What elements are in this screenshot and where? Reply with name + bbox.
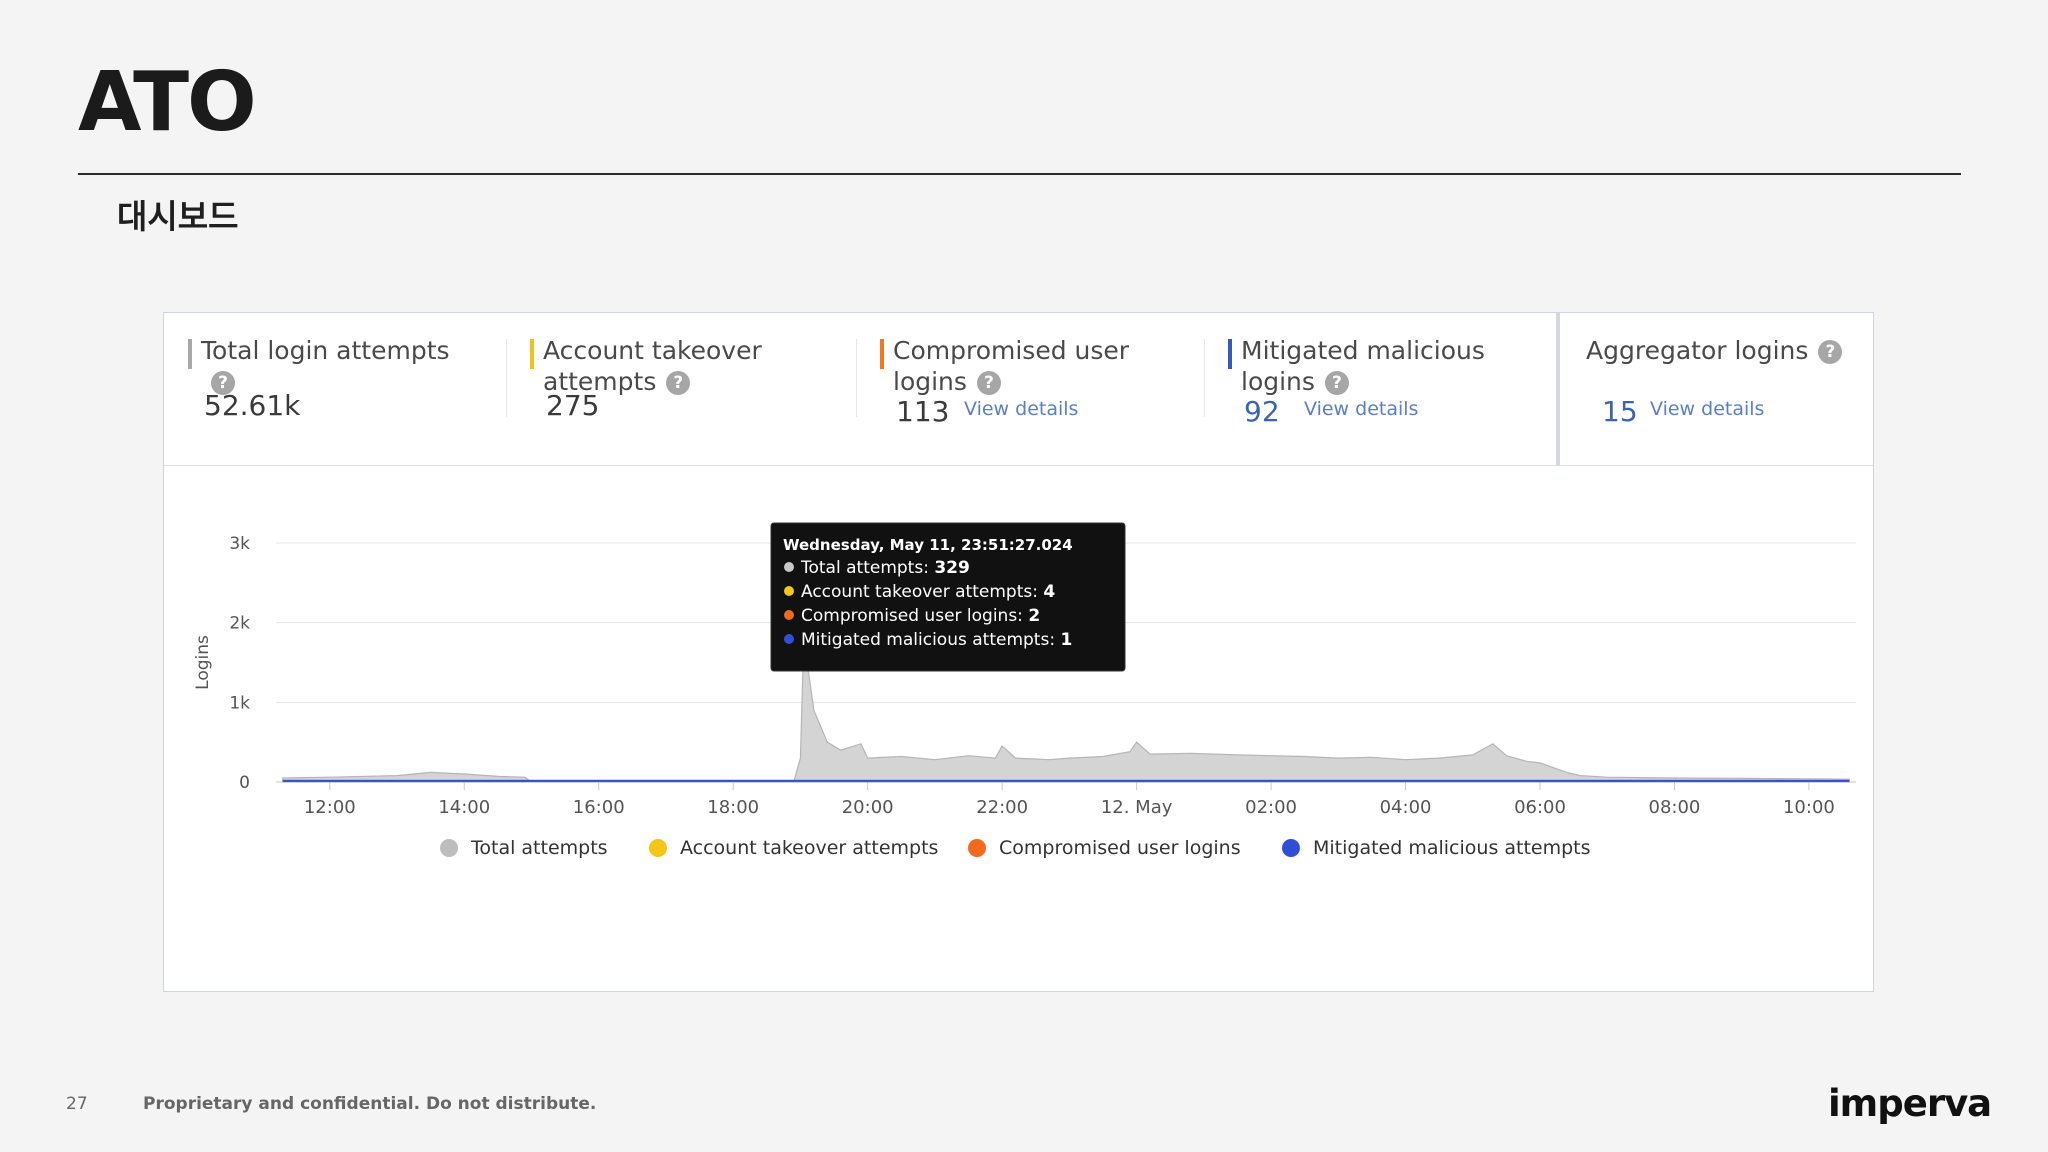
tooltip-swatch [784, 586, 794, 596]
legend-compromised-user-logins: Compromised user logins [999, 837, 1241, 859]
x-tick-label: 04:00 [1380, 797, 1432, 818]
x-tick-label: 10:00 [1783, 797, 1835, 818]
stat-account-takeover-attempts: Account takeover attempts? 275 [530, 313, 830, 465]
legend-compromised-user-logins-swatch [968, 839, 986, 857]
stat-accent-bar [188, 339, 192, 369]
view-details-link[interactable]: View details [1304, 398, 1419, 420]
x-tick-label: 16:00 [573, 797, 625, 818]
tooltip-line-label: Compromised user logins: [801, 606, 1028, 626]
help-icon[interactable]: ? [666, 371, 691, 395]
tooltip-line-value: 2 [1028, 606, 1040, 626]
stat-value: 92 [1244, 395, 1280, 428]
x-tick-label: 08:00 [1649, 797, 1701, 818]
x-tick-label: 02:00 [1245, 797, 1297, 818]
tooltip-background [770, 522, 1126, 672]
x-tick-label: 06:00 [1514, 797, 1566, 818]
stat-value: 113 [896, 395, 950, 428]
legend-total-attempts: Total attempts [470, 837, 608, 859]
stat-accent-bar [880, 339, 884, 369]
stat-label: Mitigated malicious logins? [1241, 336, 1485, 396]
tooltip-line: Mitigated malicious attempts: 1 [801, 630, 1072, 650]
view-details-link[interactable]: View details [964, 398, 1079, 420]
aggregator-divider [1556, 313, 1560, 465]
legend-total-attempts-swatch [440, 839, 458, 857]
legend-mitigated-malicious-attempts-swatch [1282, 839, 1300, 857]
tooltip-swatch [784, 634, 794, 644]
x-tick-label: 20:00 [842, 797, 894, 818]
legend-mitigated-malicious-attempts: Mitigated malicious attempts [1313, 837, 1591, 859]
title-divider [78, 173, 1961, 175]
y-tick-label: 1k [229, 693, 250, 713]
stat-accent-bar [1228, 339, 1232, 369]
stat-value: 15 [1602, 395, 1638, 428]
stat-label: Total login attempts? [201, 336, 450, 395]
chart-tooltip: Wednesday, May 11, 23:51:27.024 Total att… [770, 522, 1126, 672]
confidential-notice: Proprietary and confidential. Do not dis… [143, 1094, 597, 1114]
stat-divider [856, 339, 857, 417]
stat-label: Account takeover attempts? [543, 336, 762, 396]
x-tick-label: 12:00 [304, 797, 356, 818]
page-number: 27 [66, 1094, 88, 1114]
x-tick-label: 12. May [1101, 797, 1173, 818]
tooltip-line-label: Mitigated malicious attempts: [801, 630, 1060, 650]
stat-divider [1204, 339, 1205, 417]
tooltip-swatch [784, 562, 794, 572]
imperva-logo: imperva [1828, 1082, 1992, 1125]
y-tick-label: 0 [239, 773, 250, 793]
stat-mitigated-malicious-logins: Mitigated malicious logins? 92 View deta… [1228, 313, 1528, 465]
stats-row: Total login attempts? 52.61k Account tak… [164, 313, 1873, 466]
series-total-attempts-area [282, 638, 1850, 783]
x-tick-label: 18:00 [707, 797, 759, 818]
stat-aggregator-logins: Aggregator logins? 15 View details [1580, 313, 1870, 465]
tooltip-line: Total attempts: 329 [800, 558, 970, 578]
stat-accent-bar [530, 339, 534, 369]
view-details-link[interactable]: View details [1650, 398, 1765, 420]
y-tick-label: 2k [229, 614, 250, 634]
stat-value: 275 [546, 389, 600, 422]
help-icon[interactable]: ? [1324, 371, 1349, 395]
stat-total-login-attempts: Total login attempts? 52.61k [188, 313, 488, 465]
stat-compromised-user-logins: Compromised user logins? 113 View detail… [880, 313, 1180, 465]
tooltip-line-value: 1 [1060, 630, 1072, 650]
help-icon[interactable]: ? [211, 371, 235, 395]
stat-label: Compromised user logins? [893, 336, 1130, 396]
y-tick-label: 3k [229, 534, 250, 554]
tooltip-line: Account takeover attempts: 4 [801, 582, 1055, 602]
tooltip-line: Compromised user logins: 2 [801, 606, 1040, 626]
slide-title: ATO [78, 55, 257, 150]
tooltip-line-label: Total attempts: [800, 558, 934, 578]
tooltip-title: Wednesday, May 11, 23:51:27.024 [783, 536, 1073, 554]
tooltip-line-label: Account takeover attempts: [801, 582, 1043, 602]
legend-account-takeover-attempts: Account takeover attempts [680, 837, 938, 859]
tooltip-line-value: 4 [1043, 582, 1055, 602]
y-axis-label: Logins [193, 635, 213, 690]
slide-subtitle: 대시보드 [117, 197, 239, 236]
x-tick-label: 22:00 [976, 797, 1028, 818]
tooltip-swatch [784, 610, 794, 620]
legend-account-takeover-attempts-swatch [649, 839, 667, 857]
help-icon[interactable]: ? [976, 371, 1001, 395]
ato-dashboard-panel: Total login attempts? 52.61k Account tak… [163, 312, 1874, 992]
stat-value: 52.61k [204, 389, 301, 422]
help-icon[interactable]: ? [1818, 340, 1843, 364]
x-tick-label: 14:00 [438, 797, 490, 818]
tooltip-line-value: 329 [934, 558, 970, 578]
stat-divider [506, 339, 507, 417]
stat-label: Aggregator logins? [1586, 335, 1866, 366]
